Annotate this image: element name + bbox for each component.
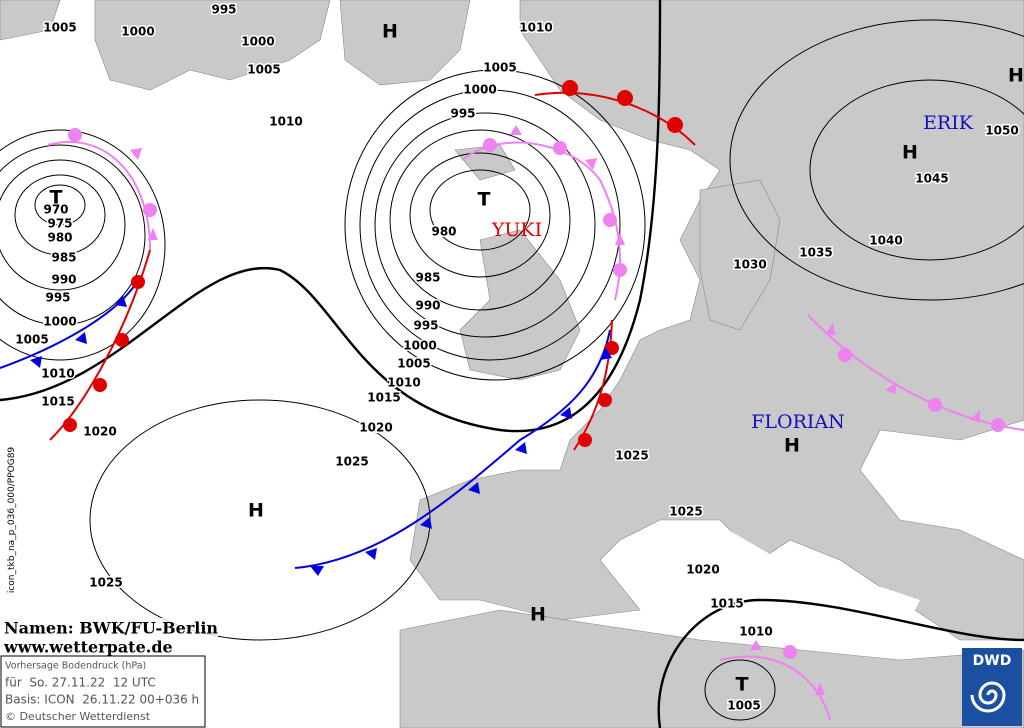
isobar-label: 995: [211, 3, 236, 17]
fronts: [0, 80, 1024, 721]
isobar-label: 1000: [43, 315, 76, 329]
pressure-center: H: [382, 21, 398, 43]
isobar-label: 990: [415, 299, 440, 313]
isobar-label: 1040: [869, 234, 902, 248]
isobar-label: 995: [45, 291, 70, 305]
isobar-label: 1005: [247, 63, 280, 77]
isobar-label: 1010: [387, 376, 420, 390]
isobar-label: 985: [415, 271, 440, 285]
isobar-label: 1020: [83, 425, 116, 439]
isobar-label: 990: [51, 273, 76, 287]
pressure-center: H: [248, 500, 264, 522]
isobar-label: 1000: [241, 35, 274, 49]
isobar-label: 1025: [89, 576, 122, 590]
pressure-center: T: [736, 674, 749, 696]
credits-website: www.wetterpate.de: [3, 638, 173, 657]
logo-bg: [962, 648, 1022, 726]
isobar-label: 1020: [359, 421, 392, 435]
isobar-label: 1010: [269, 115, 302, 129]
pressure-center: T: [50, 187, 63, 209]
isobar-label: 975: [47, 217, 72, 231]
isobar-label: 970: [43, 203, 68, 217]
isobar-label: 1010: [739, 625, 772, 639]
pressure-center: H: [784, 435, 800, 457]
isobar-label: 1015: [367, 391, 400, 405]
isobar-label: 995: [450, 107, 475, 121]
isobar-label: 1020: [686, 563, 719, 577]
isobar-label: 1005: [15, 333, 48, 347]
run-id: icon_tkb_na_p_036_000/PPOG89: [7, 447, 17, 594]
isobar-label: 1005: [727, 699, 760, 713]
storm-name: ERIK: [923, 112, 974, 134]
credits-bg: [0, 618, 218, 660]
isobar-label: 1045: [915, 172, 948, 186]
isobar-label: 1005: [483, 61, 516, 75]
isobar-label: 1030: [733, 258, 766, 272]
info-title: Vorhersage Bodendruck (hPa): [5, 661, 146, 672]
isobar-label: 995: [413, 319, 438, 333]
pressure-center: H: [530, 604, 546, 626]
storm-name: FLORIAN: [751, 411, 845, 433]
isobar-label: 1015: [710, 597, 743, 611]
isobar-label: 1010: [41, 367, 74, 381]
pressure-center: H: [902, 142, 918, 164]
isobar-label: 1005: [397, 357, 430, 371]
info-box: [0, 655, 206, 728]
isobar-label: 1025: [615, 449, 648, 463]
pressure-center: T: [478, 189, 491, 211]
isobar-label: 980: [47, 231, 72, 245]
pressure-center: H: [1008, 65, 1024, 87]
isobar-label: 985: [51, 251, 76, 265]
logo: DWD: [973, 653, 1012, 669]
info-basis: Basis: ICON 26.11.22 00+036 h: [5, 693, 199, 707]
isobar-label: 1000: [463, 83, 496, 97]
logo-swirl: [970, 681, 1006, 713]
storm-name: YUKI: [491, 219, 542, 241]
isobar-label: 1010: [519, 21, 552, 35]
isobar-label: 1015: [41, 395, 74, 409]
labels: 1005 1000 995 1000 1005 1010 1010 1005 1000 995 97…: [14, 1, 1024, 714]
isobar-label: 1050: [985, 124, 1018, 138]
isobar-label: 1025: [669, 505, 702, 519]
info-valid: für So. 27.11.22 12 UTC: [5, 676, 156, 690]
isobar-label: 1035: [799, 246, 832, 260]
credits-names: Namen: BWK/FU-Berlin: [4, 619, 218, 638]
isobar-label: 1025: [335, 455, 368, 469]
isobar-label: 980: [431, 225, 456, 239]
info-copyright: © Deutscher Wetterdienst: [5, 710, 151, 723]
isobar-label: 1005: [43, 21, 76, 35]
isobar-label: 1000: [403, 339, 436, 353]
isobar-label: 1000: [121, 25, 154, 39]
